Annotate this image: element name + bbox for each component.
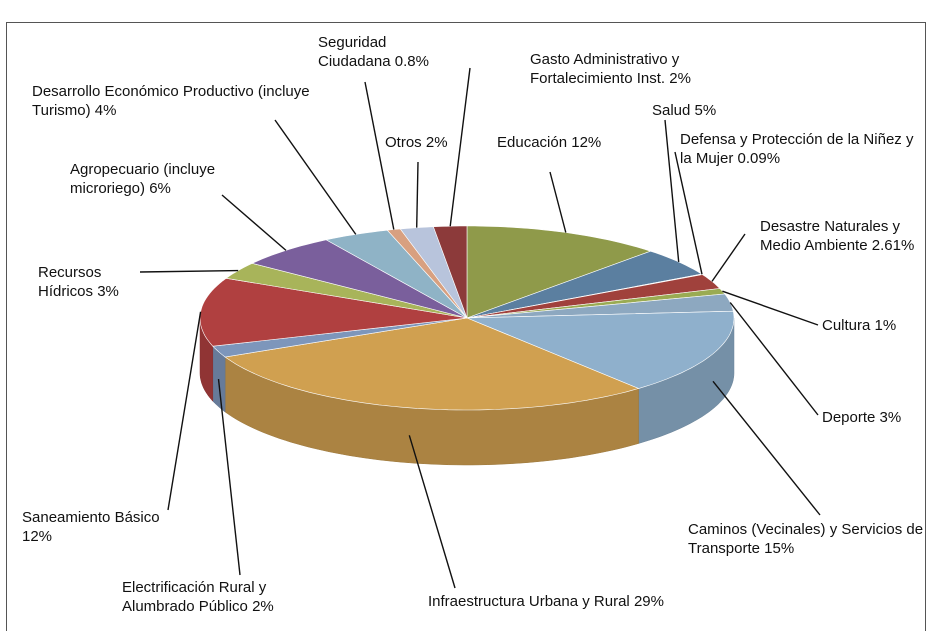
leader-line [364, 81, 395, 230]
leader-line [664, 119, 680, 262]
slice-label: Defensa y Protección de la Niñez y la Mu… [680, 130, 920, 168]
slice-label: Agropecuario (incluye microriego) 6% [70, 160, 270, 198]
category-name: Caminos (Vecinales) y Servicios de Trans… [688, 521, 924, 557]
slice [432, 225, 468, 319]
slice [399, 226, 468, 319]
value-label: 2% [252, 598, 274, 615]
value-label: 5% [694, 102, 717, 119]
slice [466, 310, 735, 389]
value-label: 2% [669, 70, 691, 87]
value-label: 0.09% [737, 150, 781, 167]
slice-label: Recursos Hídricos 3% [38, 263, 148, 301]
category-name: Otros [385, 134, 422, 151]
category-name: Deporte [822, 409, 876, 426]
slice-label: Desastre Naturales y Medio Ambiente 2.61… [760, 217, 930, 255]
slice-label: Infraestructura Urbana y Rural 29% [428, 592, 748, 611]
value-label: 12% [22, 528, 53, 545]
category-name: Infraestructura Urbana y Rural [428, 593, 630, 610]
category-name: Recursos Hídricos [38, 264, 102, 300]
slice-label: Cultura 1% [822, 316, 922, 335]
slice [224, 317, 640, 411]
category-name: Electrificación Rural y Alumbrado Públic… [122, 579, 267, 615]
value-label: 0.8% [394, 53, 429, 70]
category-name: Defensa y Protección de la Niñez y la Mu… [680, 131, 914, 167]
category-name: Agropecuario (incluye microriego) [70, 161, 216, 197]
value-label: 29% [633, 593, 664, 610]
value-label: 1% [874, 317, 897, 334]
value-label: 3% [879, 409, 902, 426]
value-label: 2% [425, 134, 448, 151]
leader-line [217, 379, 241, 576]
slice-label: Deporte 3% [822, 408, 922, 427]
slice-label: Seguridad Ciudadana 0.8% [318, 33, 448, 71]
leader-line [674, 151, 703, 275]
value-label: 12% [571, 134, 602, 151]
value-label: 6% [149, 180, 171, 197]
leader-line [408, 435, 456, 589]
leader-line [729, 302, 819, 416]
category-name: Desarrollo Económico Productivo (incluye… [32, 83, 310, 119]
slice-label: Electrificación Rural y Alumbrado Públic… [122, 578, 342, 616]
leader-line [274, 119, 357, 235]
slice [466, 250, 703, 319]
category-name: Seguridad Ciudadana [318, 34, 391, 70]
category-name: Desastre Naturales y Medio Ambiente [760, 218, 901, 254]
value-label: 4% [94, 102, 117, 119]
category-name: Saneamiento Básico [22, 509, 160, 526]
slice [212, 317, 468, 358]
category-name: Cultura [822, 317, 871, 334]
value-label: 15% [764, 540, 795, 557]
category-name: Educación [497, 134, 568, 151]
leader-line [722, 290, 819, 326]
slice-label: Salud 5% [652, 101, 742, 120]
value-label: 3% [97, 283, 119, 300]
leader-line [449, 67, 471, 227]
chart-frame [6, 22, 926, 631]
slice-label: Educación 12% [497, 133, 657, 152]
leader-line [139, 269, 239, 273]
category-name: Salud [652, 102, 691, 119]
value-label: 2.61% [871, 237, 915, 254]
leader-line [711, 233, 746, 282]
leader-line [549, 171, 567, 233]
leader-line [167, 311, 202, 511]
slice-label: Otros 2% [385, 133, 465, 152]
leader-line [221, 194, 287, 251]
slice-label: Desarrollo Económico Productivo (incluye… [32, 82, 322, 120]
slice-label: Caminos (Vecinales) y Servicios de Trans… [688, 520, 928, 558]
category-name: Gasto Administrativo y Fortalecimiento I… [530, 51, 680, 87]
slice-label: Gasto Administrativo y Fortalecimiento I… [530, 50, 760, 88]
leader-line [416, 161, 419, 228]
slice [225, 262, 468, 319]
slice-label: Saneamiento Básico 12% [22, 508, 162, 546]
leader-line [712, 380, 821, 516]
